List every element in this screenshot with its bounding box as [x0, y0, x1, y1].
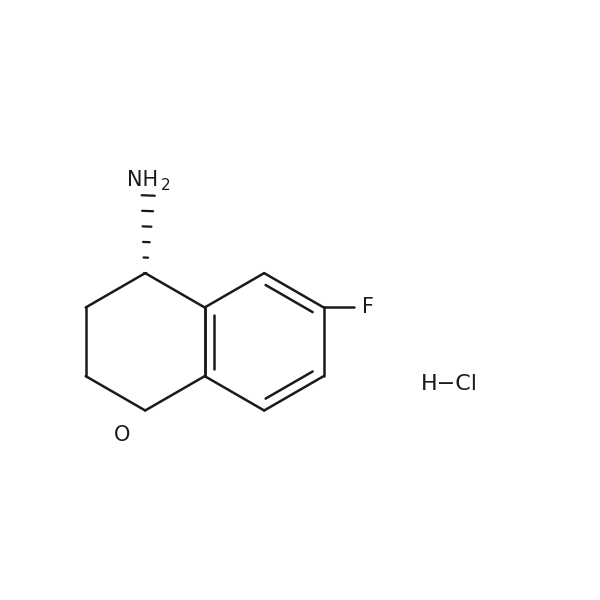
Text: O: O	[114, 425, 130, 445]
Text: NH: NH	[127, 170, 158, 190]
Text: H−Cl: H−Cl	[421, 374, 478, 394]
Text: F: F	[362, 298, 374, 317]
Text: 2: 2	[161, 178, 170, 193]
